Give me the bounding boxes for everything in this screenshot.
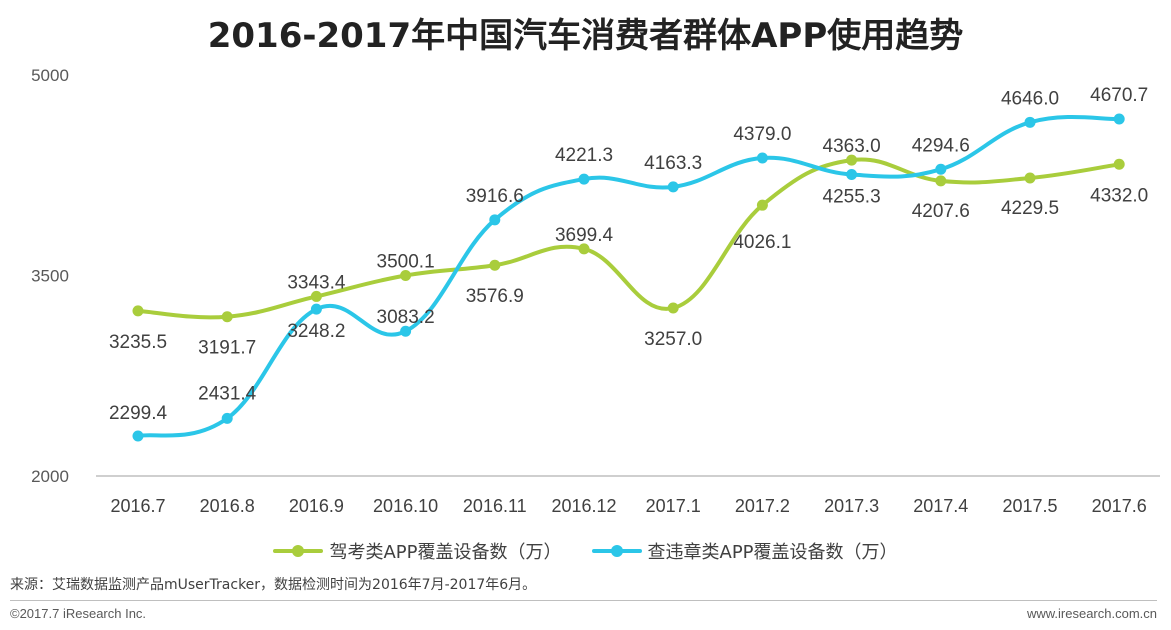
x-tick-label: 2017.1	[646, 496, 701, 516]
data-point-driving-test	[846, 154, 858, 166]
legend-swatch-violation-check	[591, 545, 642, 557]
data-label-violation-check: 2431.4	[198, 383, 257, 404]
data-point-violation-check	[1113, 113, 1125, 125]
data-point-driving-test	[132, 305, 144, 317]
data-label-driving-test: 4332.0	[1090, 185, 1148, 206]
x-tick-label: 2017.6	[1092, 496, 1147, 516]
data-point-violation-check	[221, 412, 233, 424]
data-label-driving-test: 3699.4	[555, 225, 614, 246]
data-point-violation-check	[578, 173, 590, 185]
series-line-violation-check	[136, 115, 1122, 438]
data-point-driving-test	[1113, 158, 1125, 170]
legend-item-driving-test: 驾考类APP覆盖设备数（万）	[273, 538, 562, 564]
data-point-driving-test	[667, 302, 679, 314]
data-label-driving-test: 4229.5	[1001, 198, 1059, 219]
data-point-violation-check	[310, 303, 322, 315]
data-label-violation-check: 3916.6	[466, 186, 524, 207]
data-label-violation-check: 2299.4	[109, 403, 168, 424]
data-label-violation-check: 4379.0	[733, 124, 791, 145]
data-point-driving-test	[1024, 172, 1036, 184]
series-layer	[132, 113, 1125, 442]
x-axis: 2016.7 2016.8 2016.9 2016.10 2016.11 2016.12 2…	[110, 496, 1146, 516]
x-tick-label: 2016.10	[373, 496, 438, 516]
data-label-violation-check: 4646.0	[1001, 88, 1059, 109]
data-point-violation-check	[846, 169, 858, 181]
legend-label-violation-check: 查违章类APP覆盖设备数（万）	[647, 542, 898, 563]
x-tick-label: 2016.12	[551, 496, 616, 516]
x-tick-label: 2016.9	[289, 496, 344, 516]
data-label-violation-check: 4670.7	[1090, 85, 1148, 106]
data-point-driving-test	[310, 290, 322, 302]
data-label-violation-check: 4163.3	[644, 153, 702, 174]
data-label-violation-check: 4221.3	[555, 145, 613, 166]
data-label-driving-test: 3191.7	[198, 338, 256, 359]
y-tick-label: 3500	[31, 267, 69, 286]
data-label-violation-check: 3248.2	[287, 321, 345, 342]
data-point-driving-test	[756, 199, 768, 211]
site-url: www.iresearch.com.cn	[1026, 606, 1157, 621]
data-label-driving-test: 3257.0	[644, 329, 702, 350]
x-tick-label: 2017.2	[735, 496, 790, 516]
copyright-text: ©2017.7 iResearch Inc.	[10, 606, 147, 621]
x-tick-label: 2017.5	[1002, 496, 1057, 516]
data-label-driving-test: 4363.0	[823, 136, 881, 157]
data-point-violation-check	[935, 163, 947, 175]
data-point-violation-check	[400, 325, 412, 337]
data-point-violation-check	[489, 214, 501, 226]
legend: 驾考类APP覆盖设备数（万） 查违章类APP覆盖设备数（万）	[0, 538, 1171, 564]
footer-divider	[10, 600, 1157, 601]
data-label-driving-test: 3576.9	[466, 286, 524, 307]
x-tick-label: 2016.7	[110, 496, 165, 516]
data-point-driving-test	[578, 243, 590, 255]
legend-swatch-driving-test	[273, 545, 324, 557]
y-tick-label: 2000	[31, 467, 69, 486]
data-label-violation-check: 4294.6	[912, 135, 970, 156]
data-point-violation-check	[1024, 116, 1036, 128]
data-point-driving-test	[221, 311, 233, 323]
source-note: 来源：艾瑞数据监测产品mUserTracker，数据检测时间为2016年7月-2…	[10, 577, 537, 593]
data-label-driving-test: 3500.1	[377, 251, 435, 272]
y-tick-label: 5000	[31, 66, 69, 85]
chart-title: 2016-2017年中国汽车消费者群体APP使用趋势	[207, 16, 964, 56]
data-label-violation-check: 3083.2	[377, 307, 435, 328]
data-label-violation-check: 4255.3	[823, 187, 881, 208]
x-tick-label: 2017.3	[824, 496, 879, 516]
x-tick-label: 2017.4	[913, 496, 968, 516]
x-tick-label: 2016.8	[200, 496, 255, 516]
data-label-driving-test: 4207.6	[912, 201, 970, 222]
data-point-violation-check	[132, 430, 144, 442]
data-point-driving-test	[400, 269, 412, 281]
x-tick-label: 2016.11	[463, 496, 527, 516]
legend-item-violation-check: 查违章类APP覆盖设备数（万）	[591, 538, 898, 564]
y-axis: 2000 3500 5000	[31, 66, 69, 486]
data-label-driving-test: 4026.1	[733, 232, 791, 253]
legend-label-driving-test: 驾考类APP覆盖设备数（万）	[329, 542, 562, 563]
data-point-driving-test	[489, 259, 501, 271]
data-point-violation-check	[667, 181, 679, 193]
data-point-driving-test	[935, 175, 947, 187]
data-point-violation-check	[756, 152, 768, 164]
data-label-driving-test: 3235.5	[109, 332, 167, 353]
data-labels: 3235.5 3191.7 3343.4 3500.1 3576.9 3699.4 3257…	[109, 85, 1148, 424]
data-label-driving-test: 3343.4	[287, 272, 346, 293]
